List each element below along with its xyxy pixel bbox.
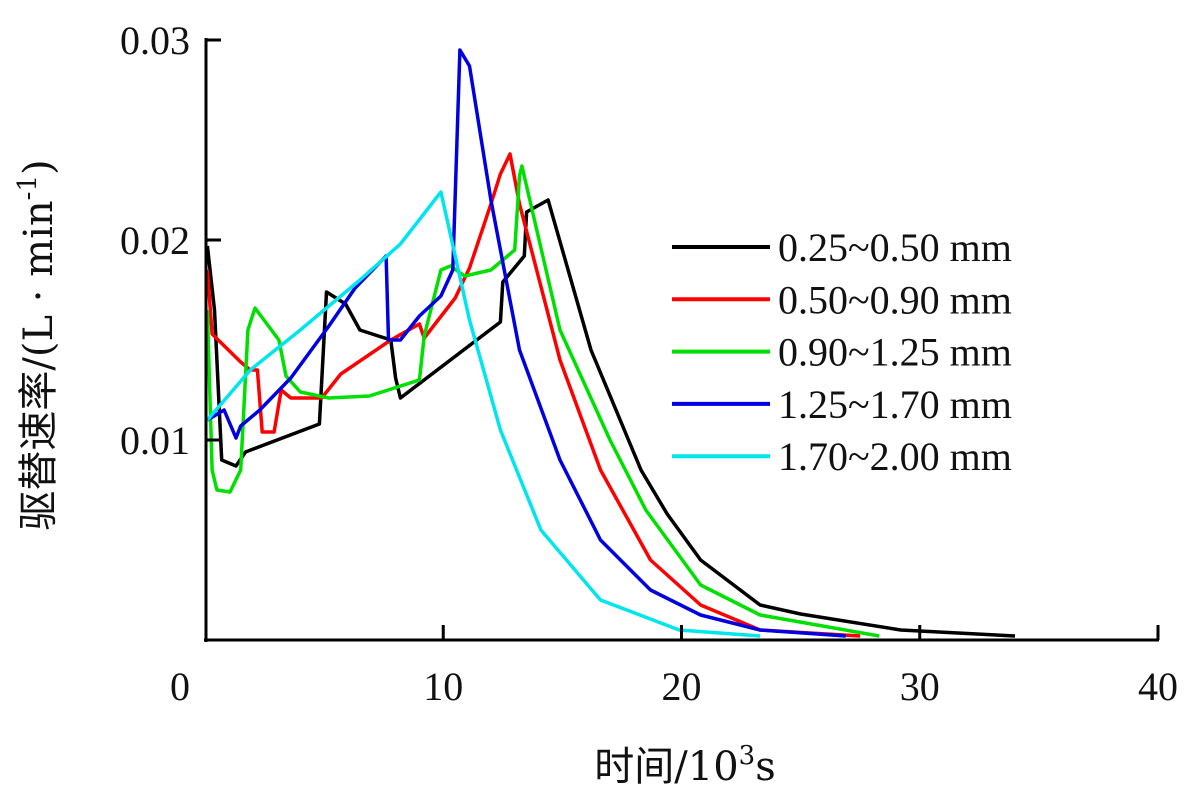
series-line-4 xyxy=(206,190,761,638)
series-line-0 xyxy=(205,198,1016,638)
y-tick-label: 0.03 xyxy=(120,18,190,63)
plot-lines xyxy=(205,48,1016,638)
x-tick-label: 10 xyxy=(423,664,463,709)
y-axis-label: 驱替速率/(L · min-1) xyxy=(13,159,62,530)
x-tick-label: 30 xyxy=(900,664,940,709)
series-line-3 xyxy=(206,48,847,638)
axis-ticks: 0 10 20 30 40 0.01 0.02 0.03 xyxy=(120,18,1178,709)
legend-label: 1.70~2.00 mm xyxy=(778,434,1012,479)
y-tick-label: 0.01 xyxy=(120,418,190,463)
legend-label: 1.25~1.70 mm xyxy=(778,382,1012,427)
series-line-1 xyxy=(205,152,861,638)
legend-label: 0.50~0.90 mm xyxy=(778,277,1012,322)
x-tick-label: 40 xyxy=(1138,664,1178,709)
x-tick-label: 20 xyxy=(662,664,702,709)
legend-label: 0.90~1.25 mm xyxy=(778,330,1012,375)
legend: 0.25~0.50 mm 0.50~0.90 mm 0.90~1.25 mm 1.25… xyxy=(672,225,1012,479)
x-axis-label: 时间/103s xyxy=(594,741,775,790)
y-tick-label: 0.02 xyxy=(120,218,190,263)
legend-label: 0.25~0.50 mm xyxy=(778,225,1012,270)
x-tick-label: 0 xyxy=(170,664,190,709)
